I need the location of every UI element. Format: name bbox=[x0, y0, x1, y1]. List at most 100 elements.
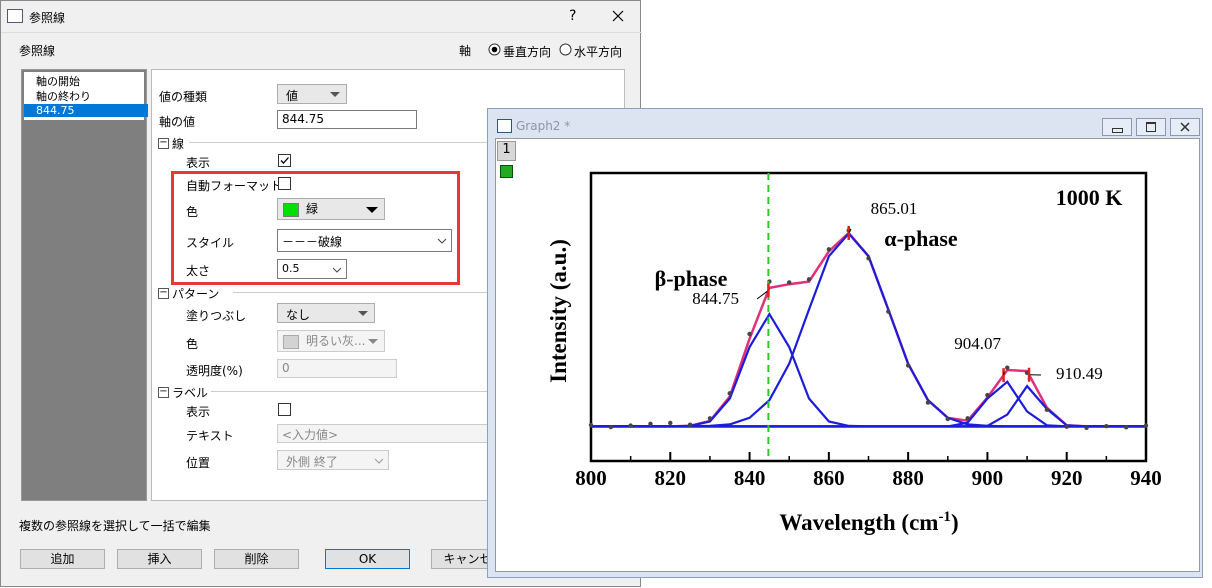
data-point bbox=[1123, 425, 1129, 430]
button[interactable]: 挿入 bbox=[117, 549, 202, 569]
data-point bbox=[866, 256, 871, 261]
axis-label: 軸 bbox=[459, 44, 472, 58]
text-input[interactable]: 844.75 bbox=[277, 110, 417, 129]
prop-label: 位置 bbox=[186, 456, 211, 470]
data-point bbox=[727, 391, 732, 396]
section-label: 参照線 bbox=[19, 44, 56, 58]
data-point bbox=[608, 424, 614, 430]
data-point bbox=[1084, 425, 1089, 431]
prop-label: 塗りつぶし bbox=[186, 309, 247, 323]
dropdown-value: 値 bbox=[286, 89, 299, 103]
x-tick-label: 920 bbox=[1051, 466, 1083, 490]
highlight-box bbox=[171, 171, 460, 285]
leader-line bbox=[756, 290, 768, 300]
prop-label: 透明度(%) bbox=[186, 364, 243, 378]
dropdown-arrow bbox=[358, 311, 368, 316]
close-button[interactable] bbox=[1170, 118, 1200, 136]
divider bbox=[1, 32, 642, 33]
list-item-selected[interactable]: 844.75 bbox=[24, 104, 148, 117]
x-axis-label-end: ) bbox=[951, 510, 959, 535]
component-curve bbox=[591, 231, 1146, 428]
dropdown-disabled: 外側 終了 bbox=[277, 450, 389, 470]
x-tick-label: 840 bbox=[734, 466, 766, 490]
color-dropdown[interactable]: 緑 bbox=[277, 198, 385, 220]
peak-label: 844.75 bbox=[692, 289, 739, 308]
prop-label: 表示 bbox=[186, 405, 211, 419]
checkbox[interactable] bbox=[278, 403, 291, 416]
button[interactable]: 削除 bbox=[214, 549, 299, 569]
dropdown-arrow bbox=[366, 207, 378, 213]
dropdown-arrow bbox=[330, 92, 340, 97]
dropdown[interactable]: 値 bbox=[277, 84, 347, 104]
graph-page bbox=[495, 138, 1200, 572]
group-rule bbox=[233, 292, 619, 293]
checkbox[interactable] bbox=[278, 177, 291, 190]
color-swatch bbox=[283, 335, 299, 349]
radio[interactable] bbox=[559, 43, 572, 56]
peak-label: 910.49 bbox=[1056, 364, 1103, 383]
list-item[interactable]: 軸の開始 bbox=[36, 75, 80, 88]
x-tick-label: 900 bbox=[972, 466, 1004, 490]
chart: 800 820 840 860 880 900 920 940 844.75 865.01 904.… bbox=[546, 171, 1162, 535]
data-point bbox=[1044, 407, 1050, 412]
x-tick-label: 880 bbox=[892, 466, 924, 490]
style-dropdown[interactable]: －－－破線 bbox=[277, 229, 452, 252]
x-axis-label-sup: -1 bbox=[938, 509, 951, 525]
collapse-icon[interactable]: − bbox=[158, 287, 169, 299]
phase-label: β-phase bbox=[655, 266, 728, 291]
footer-text: 複数の参照線を選択して一括で編集 bbox=[19, 519, 211, 533]
data-point bbox=[668, 420, 673, 426]
collapse-icon[interactable]: − bbox=[158, 386, 169, 398]
radio-label[interactable]: 垂直方向 bbox=[503, 45, 552, 59]
button[interactable]: 追加 bbox=[20, 549, 105, 569]
close-button[interactable] bbox=[612, 10, 624, 22]
data-point bbox=[787, 280, 792, 285]
data-point bbox=[886, 309, 891, 314]
radio-checked[interactable] bbox=[488, 43, 501, 56]
peak-label: 904.07 bbox=[954, 334, 1001, 353]
leader-line bbox=[848, 228, 852, 233]
prop-label: 色 bbox=[186, 205, 199, 219]
data-point bbox=[628, 423, 633, 428]
component-curve bbox=[591, 380, 1146, 428]
help-button[interactable]: ? bbox=[569, 8, 577, 24]
x-tick-label: 800 bbox=[575, 466, 607, 490]
x-tick-label: 820 bbox=[655, 466, 687, 490]
data-point bbox=[965, 416, 970, 421]
text-input-disabled: <入力値> bbox=[277, 424, 497, 443]
dialog-icon bbox=[7, 9, 23, 23]
restore-button[interactable] bbox=[1136, 118, 1166, 136]
component-curve bbox=[591, 384, 1146, 428]
dropdown-value: 緑 bbox=[306, 202, 319, 216]
group-title: ラベル bbox=[172, 386, 209, 400]
graph-window: Graph2 * 1 800 820 840 860 880 900 920 940 844.7… bbox=[487, 108, 1203, 578]
prop-label: 表示 bbox=[186, 156, 211, 170]
x-axis-label-text: Wavelength (cm bbox=[779, 510, 938, 535]
prop-label: 軸の値 bbox=[159, 115, 196, 129]
minimize-button[interactable] bbox=[1102, 118, 1132, 136]
data-point bbox=[588, 422, 594, 428]
dropdown-value: 明るい灰... bbox=[306, 334, 366, 348]
window-icon bbox=[497, 119, 512, 133]
window-title: Graph2 * bbox=[516, 119, 571, 133]
data-point bbox=[1104, 423, 1109, 429]
data-point bbox=[1064, 424, 1069, 429]
button-default[interactable]: OK bbox=[325, 549, 410, 569]
width-dropdown[interactable]: 0.5 bbox=[277, 259, 347, 279]
dropdown[interactable]: なし bbox=[277, 303, 375, 323]
plot-frame bbox=[589, 171, 1148, 463]
collapse-icon[interactable]: − bbox=[158, 137, 169, 149]
dialog-title: 参照線 bbox=[29, 11, 66, 25]
checkbox-checked[interactable] bbox=[278, 154, 291, 167]
peak-label: 865.01 bbox=[871, 199, 918, 218]
color-dropdown-disabled: 明るい灰... bbox=[277, 330, 385, 352]
radio-label[interactable]: 水平方向 bbox=[574, 45, 623, 59]
temperature-label: 1000 K bbox=[1056, 185, 1123, 210]
text-input-disabled: 0 bbox=[277, 359, 397, 378]
data-point bbox=[687, 422, 693, 427]
prop-label: 色 bbox=[186, 337, 199, 351]
layer-tab[interactable]: 1 bbox=[497, 141, 516, 161]
data-point bbox=[985, 392, 990, 398]
dropdown-value: 外側 終了 bbox=[286, 455, 338, 469]
list-item[interactable]: 軸の終わり bbox=[36, 90, 91, 103]
